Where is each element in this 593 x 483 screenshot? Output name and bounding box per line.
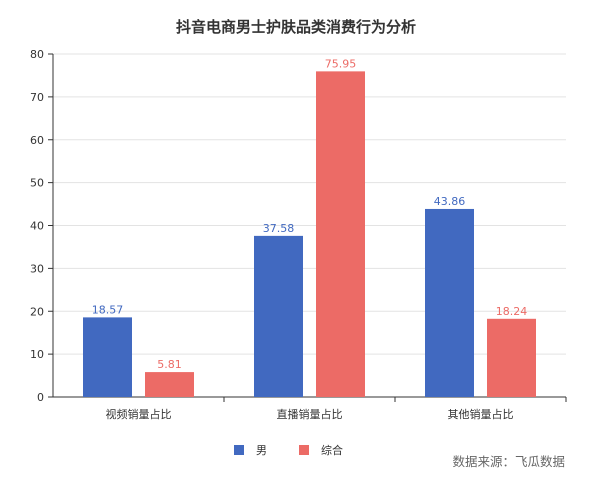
legend-swatch bbox=[299, 445, 309, 455]
y-tick-label: 80 bbox=[30, 48, 44, 61]
bar bbox=[487, 318, 536, 397]
bar bbox=[145, 372, 194, 397]
bar bbox=[425, 208, 474, 397]
x-tick-label: 直播销量占比 bbox=[277, 407, 343, 421]
bar bbox=[316, 71, 365, 397]
y-tick-label: 10 bbox=[30, 348, 44, 361]
legend: 男 综合 bbox=[234, 443, 343, 457]
bar bbox=[254, 235, 303, 397]
y-tick-label: 50 bbox=[30, 177, 44, 190]
y-tick-label: 70 bbox=[30, 91, 44, 104]
y-tick-label: 0 bbox=[37, 391, 44, 404]
bar bbox=[83, 317, 132, 397]
y-tick-label: 30 bbox=[30, 262, 44, 275]
source-note: 数据来源：飞瓜数据 bbox=[452, 454, 565, 469]
axes: 0 10 20 30 40 50 60 70 80 视频销量占比 直播销量占比 其他销量占比 bbox=[30, 48, 567, 421]
data-label: 37.58 bbox=[263, 222, 295, 235]
data-label: 5.81 bbox=[157, 358, 182, 371]
data-label: 18.57 bbox=[92, 303, 124, 316]
data-label: 43.86 bbox=[434, 195, 466, 208]
data-labels: 18.57 5.81 37.58 75.95 43.86 18.24 bbox=[92, 57, 528, 371]
x-tick-label: 视频销量占比 bbox=[106, 407, 172, 421]
data-label: 18.24 bbox=[496, 305, 528, 318]
legend-label: 男 bbox=[256, 444, 267, 457]
bars bbox=[83, 71, 536, 397]
data-label: 75.95 bbox=[325, 57, 357, 70]
y-tick-label: 20 bbox=[30, 305, 44, 318]
y-tick-label: 40 bbox=[30, 220, 44, 233]
y-tick-label: 60 bbox=[30, 134, 44, 147]
legend-swatch bbox=[234, 445, 244, 455]
chart-title: 抖音电商男士护肤品类消费行为分析 bbox=[176, 18, 416, 36]
gridlines bbox=[53, 53, 566, 355]
x-tick-label: 其他销量占比 bbox=[448, 407, 514, 421]
legend-label: 综合 bbox=[321, 443, 343, 457]
